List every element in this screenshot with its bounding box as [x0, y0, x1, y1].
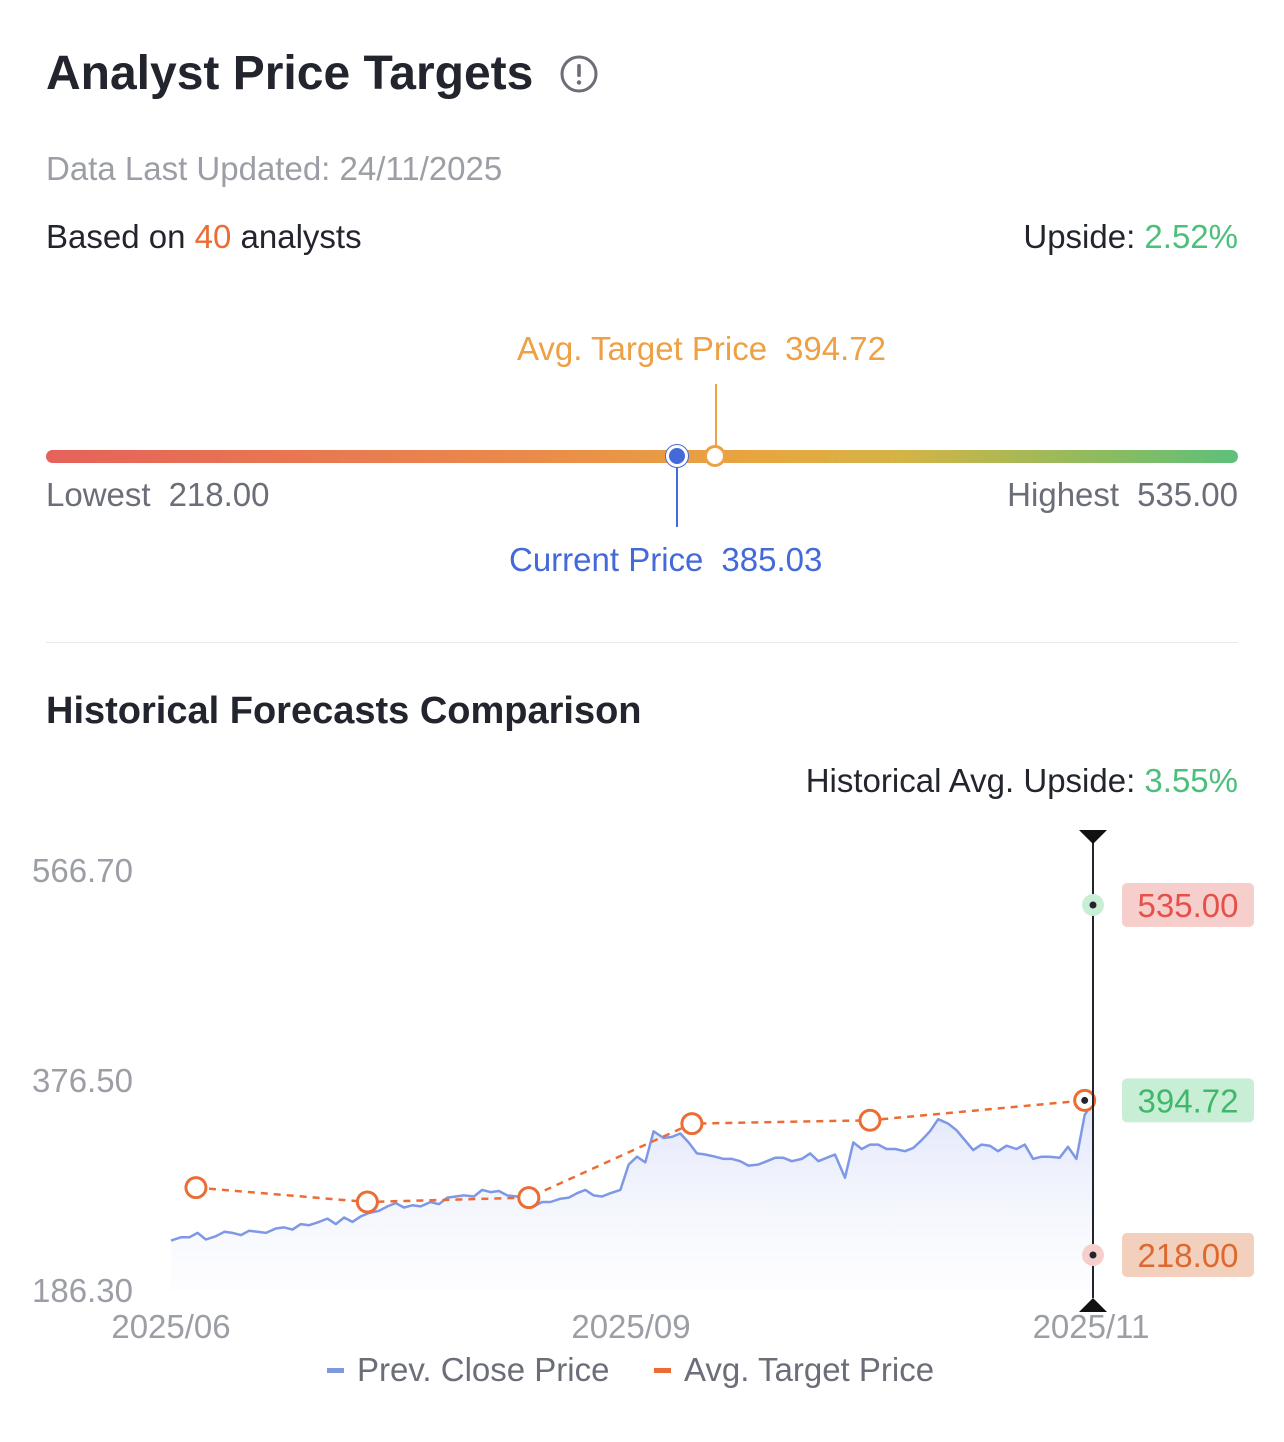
lowest-label: Lowest 218.00 [46, 476, 270, 514]
price-line [170, 1101, 1095, 1242]
target-point [680, 1112, 704, 1136]
y-tick-label: 566.70 [32, 852, 133, 889]
upside-value: 2.52% [1144, 218, 1238, 255]
current-price-marker [666, 445, 688, 467]
historical-upside-label: Historical Avg. Upside: [805, 762, 1145, 799]
y-tick-label: 186.30 [32, 1272, 133, 1309]
target-point [184, 1176, 208, 1200]
avg-target-badge-bg [1122, 1078, 1254, 1123]
crosshair-bottom-arrow [1079, 1298, 1107, 1312]
crosshair-top-arrow [1079, 830, 1107, 844]
legend-price-swatch [327, 1368, 344, 1373]
highest-label: Highest 535.00 [1007, 476, 1238, 514]
avg-target-badge-text: 394.72 [1138, 1082, 1239, 1119]
low-target-badge-dot [1089, 1251, 1097, 1259]
target-point-center [1081, 1096, 1089, 1104]
target-line [195, 1099, 1085, 1204]
info-icon[interactable] [559, 54, 599, 94]
title-text: Analyst Price Targets [46, 47, 534, 100]
based-prefix: Based on [46, 218, 195, 255]
avg-target-value: 394.72 [785, 330, 887, 367]
avg-target-label: Avg. Target Price 394.72 [517, 330, 886, 368]
current-price-stem [676, 465, 678, 527]
target-point [355, 1190, 379, 1214]
target-point [517, 1186, 541, 1210]
range-gradient-bar [46, 450, 1238, 463]
page-title: Analyst Price Targets [46, 46, 599, 101]
x-tick-label: 2025/11 [1033, 1308, 1150, 1345]
historical-avg-upside: Historical Avg. Upside: 3.55% [806, 762, 1238, 800]
x-tick-label: 2025/09 [571, 1308, 690, 1345]
lowest-value: 218.00 [168, 476, 270, 513]
avg-target-stem [715, 384, 717, 450]
price-area [171, 1102, 1093, 1290]
section-divider [46, 642, 1238, 643]
analysts-number: 40 [194, 218, 232, 255]
historical-upside-value: 3.55% [1144, 762, 1238, 799]
avg-target-text: Avg. Target Price [517, 330, 768, 367]
historical-title: Historical Forecasts Comparison [46, 690, 642, 732]
current-price-label: Current Price 385.03 [509, 541, 822, 579]
upside: Upside: 2.52% [1023, 218, 1238, 256]
y-tick-label: 376.50 [32, 1062, 133, 1099]
x-tick-label: 2025/06 [111, 1308, 230, 1345]
legend-target-swatch [654, 1368, 671, 1373]
current-price-text: Current Price [509, 541, 704, 578]
historical-chart[interactable]: 566.70 376.50 186.30 535.00 394.72 218.00 2025… [0, 820, 1284, 1420]
analyst-count: Based on 40 analysts [46, 218, 362, 256]
highest-text: Highest [1007, 476, 1120, 513]
high-target-badge-dot [1089, 901, 1097, 909]
based-suffix: analysts [231, 218, 362, 255]
last-updated: Data Last Updated: 24/11/2025 [46, 150, 503, 187]
upside-label: Upside: [1023, 218, 1145, 255]
high-target-badge-bg [1122, 883, 1254, 927]
low-target-badge-text: 218.00 [1138, 1237, 1239, 1274]
highest-value: 535.00 [1137, 476, 1238, 513]
legend-price-label: Prev. Close Price [357, 1351, 609, 1388]
legend-target-label: Avg. Target Price [684, 1351, 934, 1388]
avg-target-marker [704, 445, 726, 467]
high-target-badge-text: 535.00 [1138, 887, 1239, 924]
target-point [858, 1108, 882, 1132]
current-price-value: 385.03 [721, 541, 823, 578]
lowest-text: Lowest [46, 476, 151, 513]
low-target-badge-bg [1122, 1233, 1254, 1277]
